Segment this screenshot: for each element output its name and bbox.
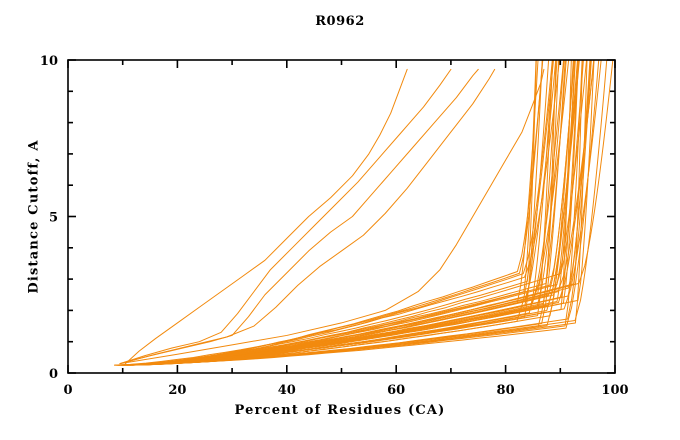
model-curve	[129, 60, 579, 366]
model-curve	[115, 60, 565, 366]
model-curve	[129, 60, 572, 366]
model-curve-outlier-3	[119, 68, 479, 365]
x-tick-label: 60	[387, 383, 405, 398]
y-axis-label: Distance Cutoff, A	[26, 139, 42, 294]
model-curve-outlier-5	[119, 68, 545, 365]
x-tick-label: 0	[63, 383, 72, 398]
x-tick-label: 20	[168, 383, 186, 398]
y-tick-label: 5	[49, 211, 58, 226]
model-curve	[117, 60, 608, 366]
model-curve-outlier-4	[119, 68, 496, 365]
model-curve	[126, 60, 580, 366]
model-curve	[114, 60, 565, 366]
x-tick-label: 100	[601, 383, 628, 398]
model-curve	[122, 60, 614, 366]
axes: 0 20 40 60 80 100 0 5 10	[40, 54, 629, 398]
model-curve	[118, 60, 557, 366]
model-curve-outlier-2	[119, 68, 452, 365]
model-curve	[125, 60, 567, 366]
model-curve	[114, 60, 560, 366]
y-tick-label: 0	[49, 367, 58, 382]
model-curve	[121, 60, 537, 366]
model-curve	[120, 60, 595, 366]
model-curve	[119, 60, 579, 366]
model-curve	[131, 60, 584, 366]
page-title: R0962	[315, 14, 365, 29]
x-axis-label: Percent of Residues (CA)	[234, 403, 446, 418]
x-tick-label: 80	[497, 383, 515, 398]
model-curve	[128, 60, 566, 366]
curve-bundle	[114, 60, 614, 366]
x-tick-label: 40	[278, 383, 296, 398]
model-curve-outlier-1	[124, 68, 408, 365]
y-tick-label: 10	[40, 54, 58, 69]
